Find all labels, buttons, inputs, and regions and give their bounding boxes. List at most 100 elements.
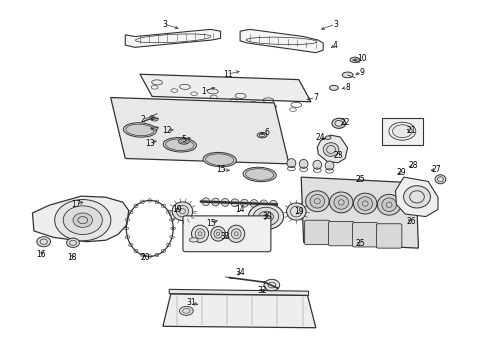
Text: 5: 5 [181, 135, 186, 144]
Ellipse shape [211, 226, 225, 241]
Ellipse shape [313, 160, 322, 169]
Polygon shape [318, 135, 347, 163]
Text: 28: 28 [409, 161, 418, 170]
Text: 20: 20 [140, 253, 149, 262]
Polygon shape [395, 177, 438, 217]
Ellipse shape [179, 306, 193, 315]
Text: 22: 22 [341, 118, 350, 127]
Ellipse shape [310, 194, 325, 208]
Text: 32: 32 [257, 286, 267, 295]
Ellipse shape [287, 159, 296, 168]
Ellipse shape [259, 211, 273, 222]
Text: 12: 12 [162, 126, 171, 135]
Ellipse shape [241, 199, 248, 207]
Ellipse shape [178, 138, 189, 144]
Text: 14: 14 [235, 205, 245, 214]
Ellipse shape [264, 279, 280, 291]
Text: 18: 18 [67, 253, 76, 262]
Ellipse shape [257, 132, 267, 138]
Polygon shape [140, 74, 311, 102]
Ellipse shape [325, 136, 331, 139]
Text: 9: 9 [360, 68, 365, 77]
Polygon shape [111, 98, 289, 164]
Text: 29: 29 [396, 168, 406, 177]
Ellipse shape [350, 57, 360, 63]
Ellipse shape [243, 167, 276, 182]
Ellipse shape [212, 198, 220, 206]
Ellipse shape [151, 118, 158, 121]
Ellipse shape [270, 200, 277, 208]
FancyBboxPatch shape [329, 221, 354, 246]
Text: 10: 10 [357, 54, 367, 63]
Text: 26: 26 [406, 217, 416, 226]
Polygon shape [301, 177, 418, 248]
Text: 2: 2 [140, 115, 145, 124]
Ellipse shape [334, 195, 348, 209]
Ellipse shape [206, 154, 234, 165]
Text: 19: 19 [172, 205, 181, 214]
Ellipse shape [151, 127, 158, 130]
Ellipse shape [67, 238, 79, 247]
Ellipse shape [172, 202, 193, 221]
Ellipse shape [323, 143, 339, 156]
Text: 24: 24 [316, 133, 325, 142]
Polygon shape [32, 196, 129, 242]
Ellipse shape [330, 192, 353, 213]
Text: 25: 25 [355, 239, 365, 248]
Ellipse shape [353, 193, 377, 214]
Text: 11: 11 [223, 70, 233, 79]
Text: 33: 33 [220, 232, 230, 241]
Ellipse shape [231, 199, 239, 207]
Ellipse shape [231, 229, 241, 239]
Ellipse shape [37, 237, 50, 247]
Ellipse shape [228, 225, 245, 242]
Ellipse shape [358, 197, 372, 210]
Bar [382, 118, 423, 145]
Ellipse shape [123, 123, 156, 137]
Polygon shape [240, 30, 323, 53]
Ellipse shape [260, 200, 268, 208]
Text: 23: 23 [333, 151, 343, 160]
Text: 17: 17 [72, 200, 81, 209]
Ellipse shape [203, 152, 236, 167]
Text: 25: 25 [355, 175, 365, 184]
FancyBboxPatch shape [183, 216, 271, 252]
Ellipse shape [299, 159, 308, 168]
FancyBboxPatch shape [352, 222, 378, 247]
Ellipse shape [325, 161, 334, 170]
Ellipse shape [245, 169, 274, 180]
Ellipse shape [377, 194, 401, 215]
Ellipse shape [189, 238, 198, 242]
Text: 1: 1 [201, 86, 206, 95]
Text: 7: 7 [314, 93, 318, 102]
Ellipse shape [55, 199, 111, 241]
Text: 3: 3 [162, 19, 167, 28]
Polygon shape [169, 289, 309, 296]
Polygon shape [125, 30, 220, 47]
Text: 6: 6 [265, 128, 270, 137]
Ellipse shape [332, 118, 345, 129]
FancyBboxPatch shape [376, 224, 402, 248]
Ellipse shape [404, 186, 430, 208]
Text: 3: 3 [333, 19, 338, 28]
Text: 30: 30 [262, 212, 272, 221]
Text: 8: 8 [345, 83, 350, 92]
Ellipse shape [382, 198, 396, 212]
Ellipse shape [126, 124, 154, 136]
Ellipse shape [330, 85, 338, 90]
Text: 19: 19 [294, 207, 304, 216]
Text: 4: 4 [333, 41, 338, 50]
Ellipse shape [214, 230, 222, 238]
Ellipse shape [253, 207, 279, 226]
Ellipse shape [176, 206, 189, 217]
Ellipse shape [287, 203, 306, 220]
Ellipse shape [166, 139, 194, 150]
Ellipse shape [192, 225, 209, 242]
Text: 13: 13 [145, 139, 154, 148]
Ellipse shape [342, 72, 353, 78]
Ellipse shape [392, 125, 412, 138]
Text: 16: 16 [36, 250, 46, 259]
Text: 21: 21 [406, 126, 416, 135]
Ellipse shape [163, 138, 196, 152]
FancyBboxPatch shape [305, 220, 330, 245]
